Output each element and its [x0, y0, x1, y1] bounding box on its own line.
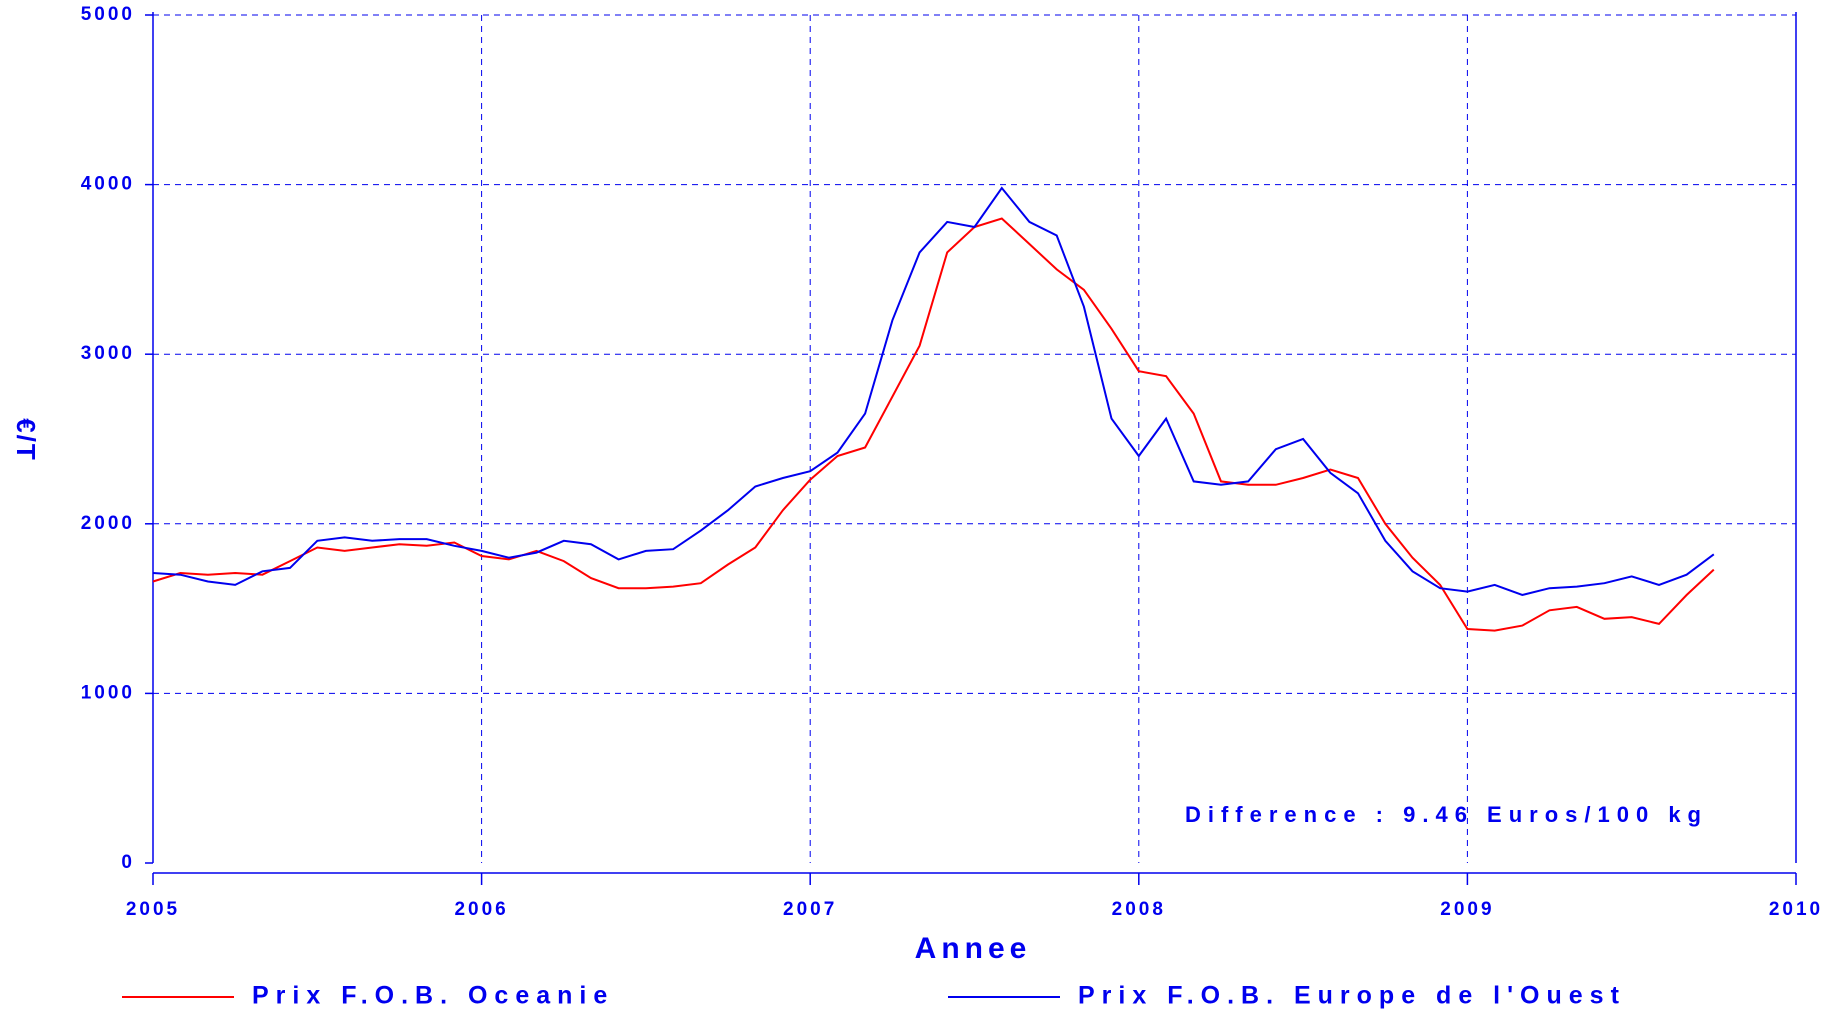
y-tick-label: 5000 — [81, 4, 135, 25]
y-tick-label: 2000 — [81, 513, 135, 534]
y-tick-label: 4000 — [81, 174, 135, 195]
x-axis-label: Annee — [915, 932, 1032, 965]
y-tick-label: 3000 — [81, 343, 135, 364]
x-tick-label: 2008 — [1112, 899, 1166, 920]
legend-label: Prix F.O.B. Europe de l'Ouest — [1078, 982, 1626, 1010]
x-tick-label: 2010 — [1769, 899, 1823, 920]
x-tick-label: 2006 — [454, 899, 508, 920]
y-tick-label: 1000 — [81, 682, 135, 703]
legend-label: Prix F.O.B. Oceanie — [252, 982, 614, 1010]
x-tick-label: 2005 — [126, 899, 180, 920]
x-tick-label: 2009 — [1440, 899, 1494, 920]
annotation: Difference : 9.46 Euros/100 kg — [1185, 802, 1708, 827]
y-axis-label: €/T — [11, 418, 41, 462]
y-tick-label: 0 — [121, 852, 135, 873]
line-series — [152, 186, 1715, 597]
x-tick-label: 2007 — [783, 899, 837, 920]
line-series — [152, 217, 1715, 632]
